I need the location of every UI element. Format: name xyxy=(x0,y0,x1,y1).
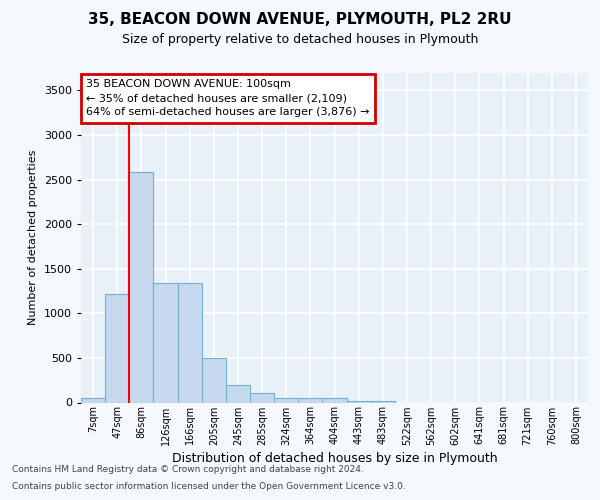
Bar xyxy=(105,294,129,403)
Bar xyxy=(178,283,202,403)
Text: Size of property relative to detached houses in Plymouth: Size of property relative to detached ho… xyxy=(122,32,478,46)
Text: 35, BEACON DOWN AVENUE, PLYMOUTH, PL2 2RU: 35, BEACON DOWN AVENUE, PLYMOUTH, PL2 2R… xyxy=(88,12,512,28)
Bar xyxy=(154,283,178,403)
Bar xyxy=(202,358,226,403)
Bar xyxy=(226,385,250,402)
Bar xyxy=(322,398,347,402)
Text: Contains public sector information licensed under the Open Government Licence v3: Contains public sector information licen… xyxy=(12,482,406,491)
Text: 35 BEACON DOWN AVENUE: 100sqm
← 35% of detached houses are smaller (2,109)
64% o: 35 BEACON DOWN AVENUE: 100sqm ← 35% of d… xyxy=(86,79,370,117)
Y-axis label: Number of detached properties: Number of detached properties xyxy=(28,150,38,325)
X-axis label: Distribution of detached houses by size in Plymouth: Distribution of detached houses by size … xyxy=(172,452,497,464)
Bar xyxy=(298,398,322,402)
Bar xyxy=(250,392,274,402)
Bar xyxy=(129,172,154,402)
Text: Contains HM Land Registry data © Crown copyright and database right 2024.: Contains HM Land Registry data © Crown c… xyxy=(12,466,364,474)
Bar xyxy=(81,398,105,402)
Bar xyxy=(371,400,395,402)
Bar xyxy=(347,400,371,402)
Bar xyxy=(274,398,298,402)
